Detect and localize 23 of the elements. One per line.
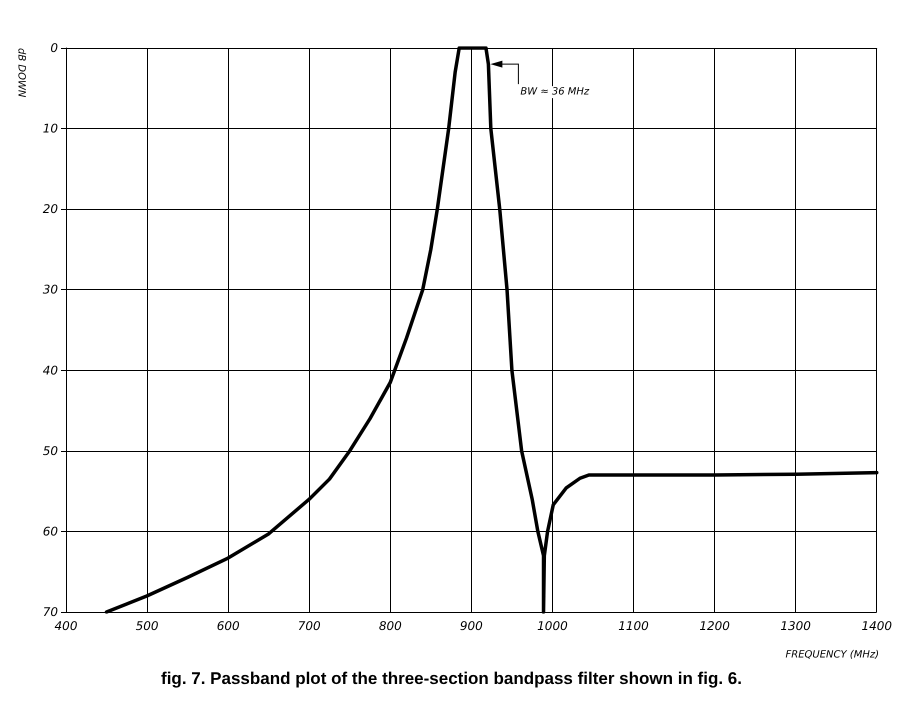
x-tick-label: 1200 xyxy=(699,619,730,633)
y-tick-label: 20 xyxy=(42,202,58,216)
x-tick-label: 1400 xyxy=(861,619,892,633)
y-tick-label: 0 xyxy=(50,41,58,55)
x-tick-label: 500 xyxy=(136,619,159,633)
y-tick-label: 50 xyxy=(42,444,58,458)
x-tick-label: 900 xyxy=(460,619,484,633)
y-tick-label: 10 xyxy=(42,122,58,136)
y-tick-label: 70 xyxy=(42,605,58,619)
annotation: BW ≈ 36 MHz xyxy=(520,86,590,98)
x-tick-label: 600 xyxy=(216,619,240,633)
y-tick-label: 30 xyxy=(42,282,58,297)
x-tick-label: 800 xyxy=(378,619,402,633)
y-axis-title: dB DOWN xyxy=(16,48,26,98)
text: fig. 7. Passband plot of the three-section bandpass filter shown in fig. 6. xyxy=(161,669,742,688)
x-tick-label: 1000 xyxy=(537,619,568,633)
x-tick-label: 1300 xyxy=(780,619,812,633)
y-tick-label: 60 xyxy=(42,524,58,538)
x-tick-label: 400 xyxy=(54,619,78,633)
x-tick-label: 700 xyxy=(298,619,322,633)
y-tick-label: 40 xyxy=(42,363,58,378)
x-axis-title: FREQUENCY (MHz) xyxy=(786,650,880,660)
x-tick-label: 1100 xyxy=(618,619,650,633)
